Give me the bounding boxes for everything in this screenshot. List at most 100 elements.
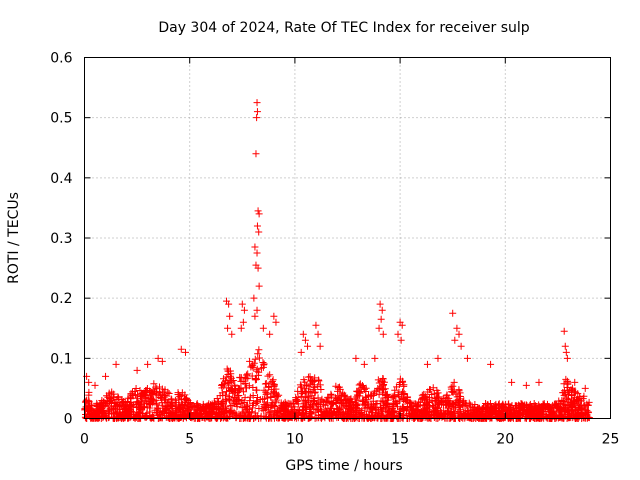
x-tick-label: 20 — [496, 432, 514, 448]
roti-point — [423, 360, 431, 368]
roti-point — [377, 315, 385, 323]
roti-background-point — [134, 391, 142, 399]
roti-background-point — [281, 406, 289, 414]
roti-background-point — [159, 408, 167, 416]
grid-lines — [84, 57, 611, 419]
roti-background-point — [306, 402, 314, 410]
roti-point — [581, 384, 589, 392]
roti-background-point — [535, 406, 543, 414]
roti-background-point — [334, 387, 342, 395]
roti-background-point — [99, 408, 107, 416]
roti-background-point — [292, 395, 300, 403]
roti-point — [463, 354, 471, 362]
roti-background-point — [226, 376, 234, 384]
roti-background-point — [165, 389, 173, 397]
roti-background-point — [304, 373, 312, 381]
roti-background-point — [98, 397, 106, 405]
roti-background-point — [200, 407, 208, 415]
roti-point — [259, 324, 267, 332]
roti-background-point — [125, 402, 133, 410]
roti-background-point — [379, 374, 387, 382]
roti-background-point — [479, 408, 487, 416]
roti-background-point — [393, 383, 401, 391]
roti-background-point — [463, 410, 471, 418]
roti-background-point — [245, 382, 253, 390]
roti-background-point — [348, 397, 356, 405]
roti-background-point — [194, 406, 202, 414]
roti-background-point — [84, 411, 92, 419]
roti-background-point — [279, 414, 287, 422]
roti-background-point — [324, 393, 332, 401]
roti-background-point — [444, 404, 452, 412]
roti-background-point — [218, 384, 226, 392]
roti-background-point — [390, 392, 398, 400]
roti-background-point — [240, 388, 248, 396]
roti-point — [314, 330, 322, 338]
roti-background-point — [229, 386, 237, 394]
roti-point — [449, 309, 457, 317]
roti-background-point — [181, 407, 189, 415]
roti-background-point — [167, 402, 175, 410]
roti-background-point — [575, 406, 583, 414]
roti-background-point — [584, 409, 592, 417]
roti-point — [272, 318, 280, 326]
roti-background-point — [423, 413, 431, 421]
roti-background-point — [253, 397, 261, 405]
roti-background-point — [450, 405, 458, 413]
roti-background-point — [407, 411, 415, 419]
roti-background-point — [329, 399, 337, 407]
data-points — [81, 99, 593, 422]
roti-background-point — [355, 381, 363, 389]
roti-background-point — [418, 395, 426, 403]
roti-background-point — [95, 414, 103, 422]
roti-background-point — [379, 389, 387, 397]
roti-background-point — [432, 409, 440, 417]
roti-background-point — [126, 406, 134, 414]
roti-background-point — [261, 404, 269, 412]
roti-background-point — [295, 411, 303, 419]
roti-background-point — [229, 388, 237, 396]
roti-background-point — [171, 413, 179, 421]
roti-background-point — [343, 396, 351, 404]
roti-background-point — [524, 403, 532, 411]
roti-background-point — [228, 377, 236, 385]
roti-background-point — [585, 398, 593, 406]
plot-frame — [84, 57, 611, 419]
roti-background-point — [448, 411, 456, 419]
roti-background-point — [340, 392, 348, 400]
roti-background-point — [244, 401, 252, 409]
roti-background-point — [503, 407, 511, 415]
roti-background-point — [550, 411, 558, 419]
roti-background-point — [281, 398, 289, 406]
roti-background-point — [243, 402, 251, 410]
roti-background-point — [414, 414, 422, 422]
roti-background-point — [412, 403, 420, 411]
roti-background-point — [179, 411, 187, 419]
roti-background-point — [241, 413, 249, 421]
roti-point — [181, 348, 189, 356]
roti-background-point — [136, 406, 144, 414]
roti-background-point — [249, 384, 257, 392]
roti-background-point — [176, 393, 184, 401]
roti-background-point — [317, 386, 325, 394]
roti-point — [253, 306, 261, 314]
roti-point — [144, 360, 152, 368]
roti-point — [378, 306, 386, 314]
roti-background-point — [278, 401, 286, 409]
roti-background-point — [178, 389, 186, 397]
roti-background-point — [254, 350, 262, 358]
roti-background-point — [394, 412, 402, 420]
roti-background-point — [266, 413, 274, 421]
roti-background-point — [253, 394, 261, 402]
roti-background-point — [232, 410, 240, 418]
roti-background-point — [388, 393, 396, 401]
y-tick-label: 0 — [64, 412, 73, 428]
roti-background-point — [314, 383, 322, 391]
roti-background-point — [131, 387, 139, 395]
roti-background-point — [124, 411, 132, 419]
roti-background-point — [242, 375, 250, 383]
roti-background-point — [565, 387, 573, 395]
roti-background-point — [426, 386, 434, 394]
roti-background-point — [426, 408, 434, 416]
roti-background-point — [154, 404, 162, 412]
